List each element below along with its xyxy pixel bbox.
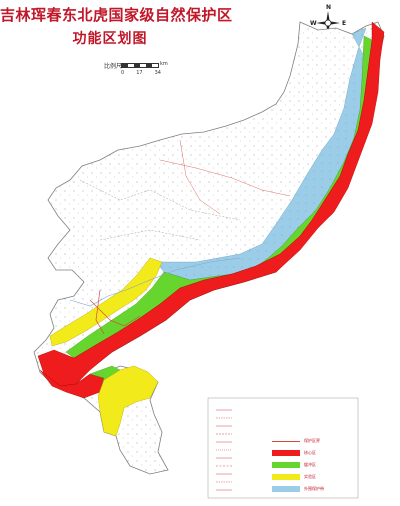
compass-n: N <box>326 4 332 11</box>
terrain-texture <box>34 22 384 474</box>
legend-item-core: 核心区 <box>272 450 316 456</box>
legend-item-buffer: 缓冲区 <box>272 462 316 468</box>
experimental-zone-west <box>49 257 163 347</box>
scale-bar-ticks: 0 17 34 <box>121 70 161 76</box>
river-line <box>69 257 241 307</box>
legend-swatch-boundary <box>272 440 300 442</box>
peripheral-texture <box>156 28 366 280</box>
legend-swatch-core <box>272 450 300 456</box>
legend-label-core: 核心区 <box>304 450 316 455</box>
legend-label-buffer: 缓冲区 <box>304 462 316 467</box>
scale-bar-label: 比例尺 <box>104 63 123 70</box>
scale-bar: 比例尺 km 0 17 34 <box>104 61 174 83</box>
legend-swatch-buffer <box>272 462 300 468</box>
legend-swatch-experimental <box>272 474 300 480</box>
core-zone <box>37 21 385 387</box>
legend-item-experimental: 实验区 <box>272 474 316 480</box>
legend-swatch-peripheral <box>272 486 300 492</box>
legend-item-boundary: 保护区界 <box>272 438 320 444</box>
scale-tick-1: 17 <box>136 70 143 76</box>
legend-symbol-list <box>216 409 232 491</box>
scale-tick-0: 0 <box>121 70 125 76</box>
map-title-line1: 吉林珲春东北虎国家级自然保护区 <box>0 6 233 24</box>
compass-w: W <box>310 20 317 27</box>
legend: 保护区界 核心区 缓冲区 实验区 外围保护带 <box>208 398 358 498</box>
boundary-dashes <box>79 179 241 241</box>
scale-tick-2: 34 <box>154 70 161 76</box>
road-line <box>89 289 141 335</box>
scale-bar-unit: km <box>160 61 168 67</box>
legend-label-boundary: 保护区界 <box>304 438 320 443</box>
compass-e: E <box>342 20 347 27</box>
legend-box <box>207 397 359 499</box>
scale-bar-graphic <box>121 63 159 68</box>
legend-label-experimental: 实验区 <box>304 474 316 479</box>
experimental-zone-south <box>97 365 159 437</box>
map-title: 吉林珲春东北虎国家级自然保护区 功能区划图 <box>0 4 233 48</box>
legend-item-peripheral: 外围保护带 <box>272 486 324 492</box>
legend-label-peripheral: 外围保护带 <box>304 486 324 491</box>
map-title-line2: 功能区划图 <box>72 31 148 47</box>
road-line-north <box>159 139 291 215</box>
